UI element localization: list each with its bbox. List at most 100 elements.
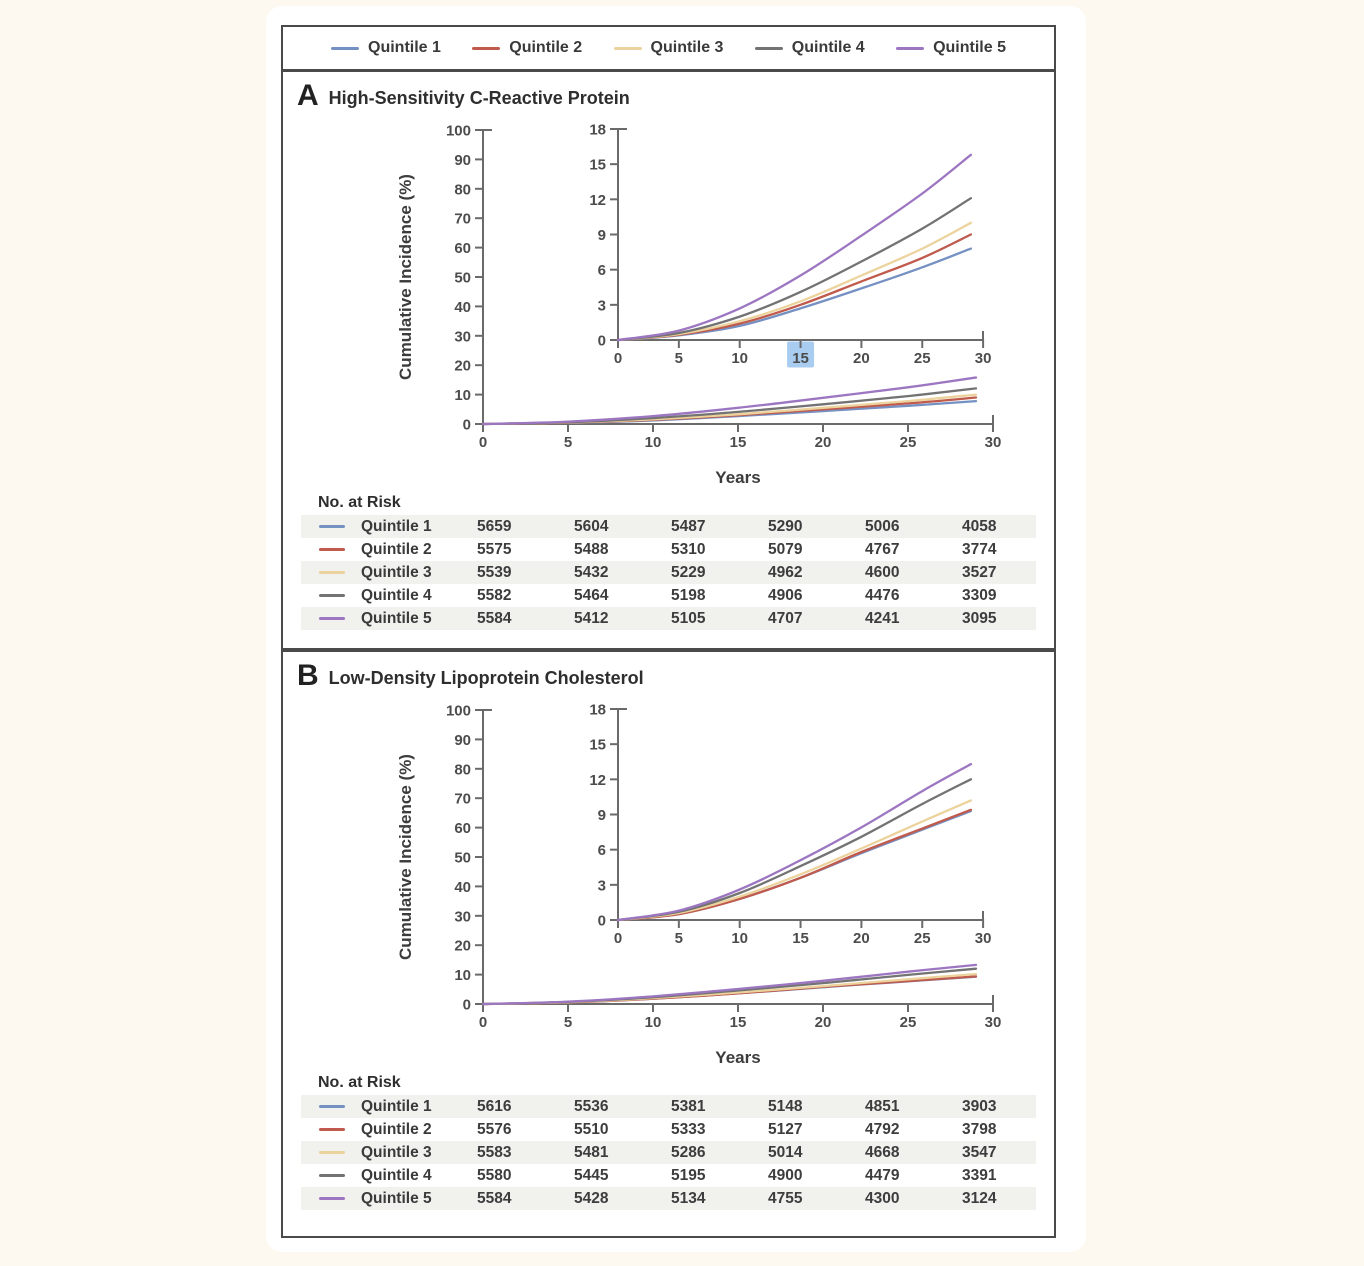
inset-y-tick-label: 18 xyxy=(589,702,606,719)
panel-a-risk-title: No. at Risk xyxy=(318,494,401,511)
main-y-tick-label: 30 xyxy=(454,908,471,925)
risk-count: 3527 xyxy=(962,563,997,581)
risk-count: 4600 xyxy=(865,563,900,581)
main-y-tick-label: 20 xyxy=(454,938,471,955)
risk-row: Quintile 5 5584 5412 5105 4707 4241 3095 xyxy=(301,607,1036,630)
main-x-tick-label: 10 xyxy=(645,1014,662,1031)
risk-count: 5584 xyxy=(477,609,512,627)
risk-count: 5464 xyxy=(574,586,609,604)
main-y-tick-label: 100 xyxy=(446,703,471,720)
inset-y-tick-label: 15 xyxy=(589,157,606,174)
risk-count: 5488 xyxy=(574,540,609,558)
risk-row-color-dash xyxy=(319,1174,345,1177)
panel-b-letter: B xyxy=(297,659,319,692)
risk-count: 5481 xyxy=(574,1143,609,1161)
main-x-tick-label: 25 xyxy=(900,1014,917,1031)
main-y-tick-label: 80 xyxy=(454,181,471,198)
legend-color-dash xyxy=(754,46,783,50)
risk-row: Quintile 5 5584 5428 5134 4755 4300 3124 xyxy=(301,1187,1036,1210)
risk-row-color-dash xyxy=(319,1197,345,1200)
main-y-tick-label: 80 xyxy=(454,761,471,778)
risk-row-label: Quintile 5 xyxy=(361,1189,432,1207)
risk-count: 3095 xyxy=(962,609,997,627)
risk-count: 5127 xyxy=(768,1120,803,1138)
main-y-axis xyxy=(482,129,492,425)
inset-y-tick-label: 3 xyxy=(598,877,606,894)
risk-count: 5105 xyxy=(671,609,706,627)
main-y-tick-label: 40 xyxy=(454,879,471,896)
inset-x-tick-label: 5 xyxy=(675,930,683,947)
risk-row-label: Quintile 4 xyxy=(361,586,432,604)
inset-y-tick-label: 9 xyxy=(598,227,606,244)
legend-item: Quintile 2 xyxy=(472,39,582,57)
inset-x-tick-label: 15 xyxy=(792,930,809,947)
risk-count: 5445 xyxy=(574,1166,609,1184)
inset-y-axis xyxy=(617,128,627,341)
panel-a-title-text: High-Sensitivity C-Reactive Protein xyxy=(328,87,630,108)
y-axis-label: Cumulative Incidence (%) xyxy=(396,174,415,380)
main-x-tick-label: 30 xyxy=(985,1014,1002,1031)
main-x-tick-label: 10 xyxy=(645,434,662,451)
legend-item-label: Quintile 4 xyxy=(791,39,865,56)
inset-curve-quintile-5 xyxy=(616,153,973,342)
inset-x-tick-label: 10 xyxy=(731,350,748,367)
inset-x-tick-label: 15 xyxy=(792,350,809,367)
inset-y-tick-label: 18 xyxy=(589,122,606,139)
risk-count: 4962 xyxy=(768,563,803,581)
risk-count: 5286 xyxy=(671,1143,706,1161)
legend-color-dash xyxy=(896,46,925,50)
panel-a: A High-Sensitivity C-Reactive Protein 0 1… xyxy=(283,72,1054,650)
risk-count: 5148 xyxy=(768,1097,803,1115)
inset-y-tick-label: 15 xyxy=(589,737,606,754)
risk-row-color-dash xyxy=(319,571,345,574)
inset-y-tick-label: 9 xyxy=(598,807,606,824)
legend-item-label: Quintile 1 xyxy=(368,39,441,56)
risk-count: 5583 xyxy=(477,1143,512,1161)
risk-count: 3547 xyxy=(962,1143,997,1161)
risk-row-label: Quintile 5 xyxy=(361,609,432,627)
inset-y-tick-label: 6 xyxy=(598,842,606,859)
inset-x-tick-label: 0 xyxy=(614,350,622,367)
inset-y-tick-label: 0 xyxy=(598,333,606,350)
risk-count: 3774 xyxy=(962,540,997,558)
highlighted-tick-background xyxy=(787,341,815,368)
legend-color-dash xyxy=(613,46,642,50)
main-y-tick-label: 0 xyxy=(463,417,471,434)
panel-b-title-text: Low-Density Lipoprotein Cholesterol xyxy=(328,667,644,688)
risk-row: Quintile 3 5539 5432 5229 4962 4600 3527 xyxy=(301,561,1036,584)
risk-count: 4900 xyxy=(768,1166,803,1184)
inset-curve-quintile-3 xyxy=(616,799,973,922)
main-y-tick-label: 30 xyxy=(454,328,471,345)
inset-y-tick-label: 0 xyxy=(598,913,606,930)
risk-count: 5432 xyxy=(574,563,609,581)
risk-count: 5195 xyxy=(671,1166,706,1184)
inset-curve-quintile-1 xyxy=(616,809,973,922)
figure-frame: Quintile 1 Quintile 2 Quintile 3 Quintile 4… xyxy=(281,25,1056,1238)
inset-x-tick-label: 5 xyxy=(675,350,683,367)
risk-count: 3391 xyxy=(962,1166,997,1184)
main-y-tick-label: 60 xyxy=(454,820,471,837)
risk-count: 5539 xyxy=(477,563,512,581)
risk-count: 4707 xyxy=(768,609,803,627)
risk-count: 4792 xyxy=(865,1120,900,1138)
main-y-tick-label: 50 xyxy=(454,850,471,867)
risk-count: 4300 xyxy=(865,1189,900,1207)
risk-count: 5584 xyxy=(477,1189,512,1207)
main-x-tick-label: 0 xyxy=(479,434,487,451)
risk-count: 5333 xyxy=(671,1120,706,1138)
risk-count: 5487 xyxy=(671,517,706,535)
figure-legend: Quintile 1 Quintile 2 Quintile 3 Quintile 4… xyxy=(283,27,1054,72)
main-x-tick-label: 20 xyxy=(815,434,832,451)
inset-x-tick-label: 20 xyxy=(853,350,870,367)
main-y-tick-label: 0 xyxy=(463,997,471,1014)
legend-item: Quintile 5 xyxy=(896,39,1006,57)
risk-row: Quintile 3 5583 5481 5286 5014 4668 3547 xyxy=(301,1141,1036,1164)
legend-item-label: Quintile 5 xyxy=(933,39,1006,56)
risk-count: 5582 xyxy=(477,586,512,604)
panel-a-risk-table: No. at Risk Quintile 1 5659 5604 5487 5290 50… xyxy=(283,492,1054,630)
risk-row-label: Quintile 2 xyxy=(361,540,432,558)
main-y-tick-label: 70 xyxy=(454,791,471,808)
panel-b-risk-rows: Quintile 1 5616 5536 5381 5148 4851 3903 Quinti… xyxy=(301,1095,1036,1210)
